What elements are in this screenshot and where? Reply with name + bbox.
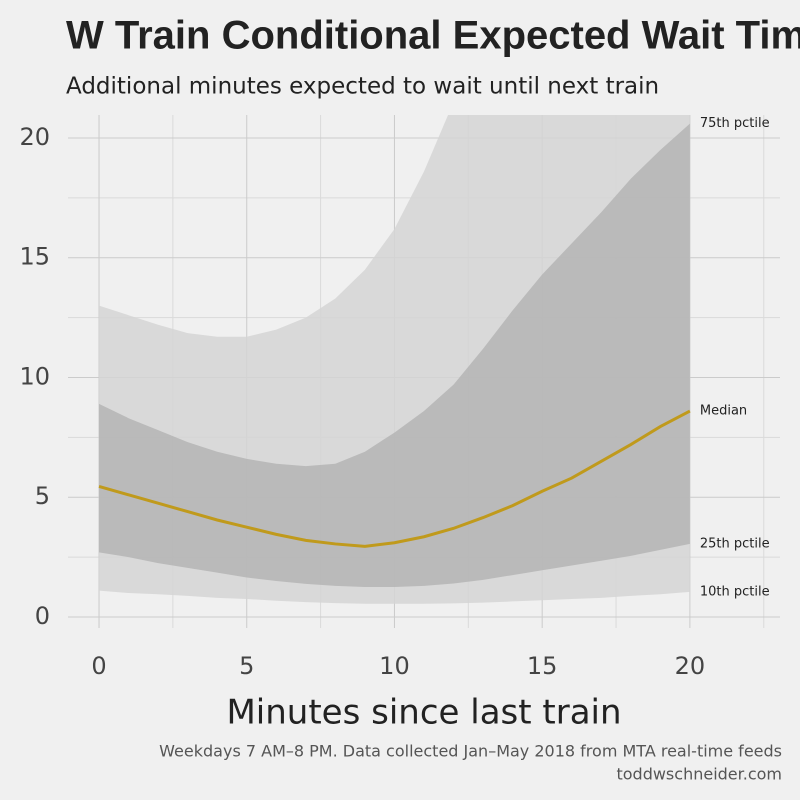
y-tick-label: 10 xyxy=(19,362,50,390)
series-label: 25th pctile xyxy=(700,536,770,551)
x-tick-label: 20 xyxy=(675,652,706,680)
series-label: 75th pctile xyxy=(700,116,770,131)
caption: Weekdays 7 AM–8 PM. Data collected Jan–M… xyxy=(159,742,782,761)
y-tick-label: 20 xyxy=(19,123,50,151)
plot-area xyxy=(98,115,691,604)
y-tick-label: 15 xyxy=(19,243,50,271)
series-label: Median xyxy=(700,404,747,419)
x-tick-label: 0 xyxy=(91,652,106,680)
inner-band xyxy=(99,123,690,588)
x-tick-label: 10 xyxy=(379,652,410,680)
y-tick-label: 0 xyxy=(35,602,50,630)
series-label: 10th pctile xyxy=(700,584,770,599)
y-tick-label: 5 xyxy=(35,482,50,510)
labels: 0 5 10 15 20 0 5 10 15 20 10th pctile 25th pctile Me… xyxy=(19,116,769,680)
chart-subtitle: Additional minutes expected to wait unti… xyxy=(66,74,659,100)
x-tick-label: 5 xyxy=(239,652,254,680)
x-tick-label: 15 xyxy=(527,652,558,680)
caption: toddwschneider.com xyxy=(616,765,782,784)
median-line xyxy=(98,409,691,548)
chart-title: W Train Conditional Expected Wait Time xyxy=(66,14,800,58)
x-axis-title: Minutes since last train xyxy=(226,693,621,733)
